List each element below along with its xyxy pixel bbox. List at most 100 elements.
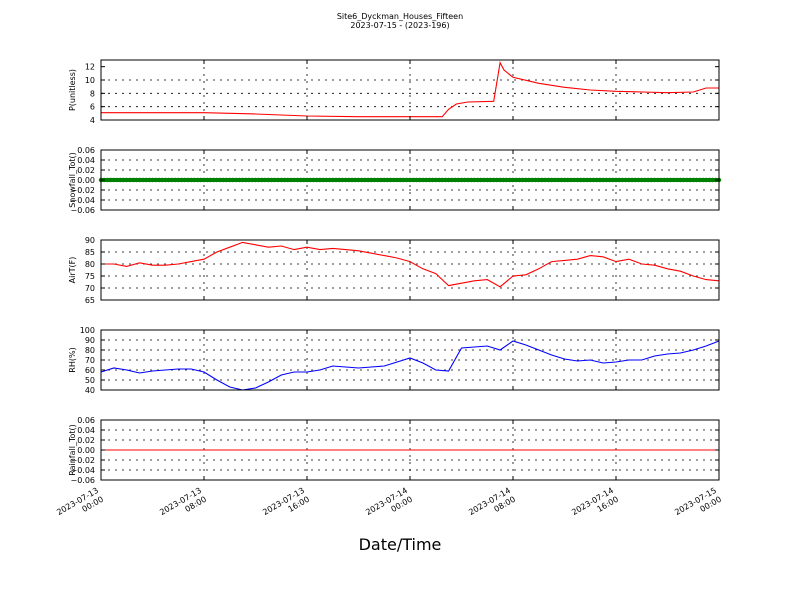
data-point: [227, 177, 232, 183]
x-axis-label: Date/Time: [358, 535, 442, 554]
y-tick-label: −0.04: [70, 466, 95, 475]
data-point: [195, 177, 200, 183]
data-point: [404, 177, 409, 183]
data-point: [163, 177, 168, 183]
data-point: [420, 177, 426, 183]
data-point: [124, 177, 129, 183]
y-axis-label: Rainfall_Tot(): [68, 424, 77, 476]
y-tick-label: 0.04: [77, 426, 95, 435]
data-point: [385, 177, 390, 183]
data-point: [449, 177, 455, 183]
data-point: [707, 177, 712, 183]
data-point: [301, 177, 306, 183]
x-tick-label: 2023-07-1416:00: [570, 486, 620, 526]
data-point: [465, 177, 471, 183]
data-point: [504, 177, 509, 183]
data-point: [546, 177, 551, 183]
data-point: [552, 177, 558, 183]
data-point: [340, 177, 345, 183]
data-point: [382, 177, 387, 183]
data-point: [517, 177, 522, 183]
data-point: [694, 177, 699, 183]
data-point: [613, 177, 619, 183]
y-axis-label: P(unitless): [68, 69, 77, 111]
data-point: [674, 177, 680, 183]
y-tick-label: −0.06: [70, 206, 95, 215]
data-point: [137, 177, 142, 183]
data-point: [591, 177, 596, 183]
y-tick-label: 90: [85, 336, 95, 345]
data-point: [114, 177, 120, 183]
data-point: [678, 177, 683, 183]
data-point: [533, 177, 538, 183]
data-point: [394, 177, 400, 183]
data-point: [336, 177, 342, 183]
data-point: [221, 177, 226, 183]
y-tick-label: 4: [90, 116, 95, 125]
x-tick-label: 2023-07-1300:00: [55, 486, 105, 526]
data-point: [153, 177, 158, 183]
data-point: [443, 177, 448, 183]
y-tick-label: 12: [85, 63, 95, 72]
data-point: [662, 177, 667, 183]
data-point: [130, 177, 136, 183]
data-point: [523, 177, 529, 183]
data-point: [262, 177, 268, 183]
data-point: [617, 177, 622, 183]
data-point: [536, 177, 541, 183]
y-axis-label: AirT(F): [68, 257, 77, 284]
data-point: [198, 177, 203, 183]
data-point: [636, 177, 641, 183]
data-point: [279, 177, 284, 183]
data-point: [243, 177, 249, 183]
y-tick-label: 70: [85, 284, 95, 293]
data-point: [362, 177, 368, 183]
data-point: [430, 177, 435, 183]
data-point: [282, 177, 287, 183]
data-point: [233, 177, 239, 183]
data-point: [185, 177, 191, 183]
data-point: [166, 177, 171, 183]
data-point: [681, 177, 686, 183]
data-point: [578, 177, 583, 183]
y-axis-label: Snowfall_Tot(): [68, 152, 77, 208]
data-point: [176, 177, 181, 183]
data-point: [542, 177, 548, 183]
data-point: [291, 177, 297, 183]
data-point: [565, 177, 570, 183]
figure-title: Site6_Dyckman_Houses_Fifteen: [336, 12, 464, 21]
data-point: [459, 177, 464, 183]
data-point: [478, 177, 484, 183]
data-point: [275, 177, 281, 183]
data-point: [629, 177, 635, 183]
data-point: [188, 177, 194, 183]
data-point: [269, 177, 274, 183]
data-point: [555, 177, 561, 183]
data-point: [520, 177, 525, 183]
y-tick-label: 70: [85, 356, 95, 365]
data-point: [691, 177, 696, 183]
y-tick-label: 8: [90, 89, 95, 98]
data-point: [375, 177, 381, 183]
data-point: [327, 177, 332, 183]
data-point: [121, 177, 126, 183]
data-point: [584, 177, 590, 183]
data-point: [433, 177, 438, 183]
y-tick-label: 50: [85, 376, 95, 385]
y-tick-label: 10: [85, 76, 95, 85]
data-point: [250, 177, 255, 183]
data-point: [604, 177, 609, 183]
y-tick-label: 40: [85, 386, 95, 395]
data-point: [526, 177, 532, 183]
data-point: [414, 177, 419, 183]
data-point: [475, 177, 480, 183]
data-point: [427, 177, 432, 183]
y-tick-label: 0.06: [77, 416, 95, 425]
data-point: [378, 177, 384, 183]
data-point: [401, 177, 406, 183]
data-point: [468, 177, 474, 183]
y-tick-label: 65: [85, 296, 95, 305]
y-tick-label: 6: [90, 103, 95, 112]
data-point: [349, 177, 355, 183]
